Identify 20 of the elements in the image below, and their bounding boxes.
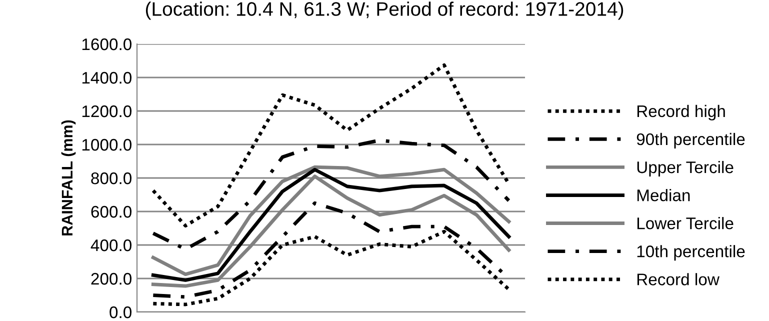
legend-label: Upper Tercile xyxy=(637,160,734,176)
legend-label: Record low xyxy=(637,273,720,286)
y-tick-label: 0.0 xyxy=(110,306,132,318)
y-tick-label: 1200.0 xyxy=(82,105,132,118)
legend-label: Record high xyxy=(637,104,725,120)
y-axis-title: RAINFALL (mm) xyxy=(61,120,76,236)
y-tick-label: 400.0 xyxy=(90,239,132,252)
y-tick-label: 200.0 xyxy=(91,272,132,285)
chart-title: (Location: 10.4 N, 61.3 W; Period of record: 1971-2014) xyxy=(146,2,624,20)
legend-label: Lower Tercile xyxy=(637,217,734,230)
y-tick-label: 1000.0 xyxy=(82,138,132,151)
line-series xyxy=(151,138,511,251)
y-tick-label: 600.0 xyxy=(91,206,132,218)
legend-label: 10th percentile xyxy=(637,245,745,261)
y-tick-label: 800.0 xyxy=(91,172,132,184)
legend-label: 90th percentile xyxy=(636,132,745,148)
y-tick-label: 1400.0 xyxy=(82,72,132,84)
y-tick-label: 1600.0 xyxy=(82,38,132,50)
legend-label: Median xyxy=(637,188,690,202)
line-series xyxy=(151,63,511,228)
